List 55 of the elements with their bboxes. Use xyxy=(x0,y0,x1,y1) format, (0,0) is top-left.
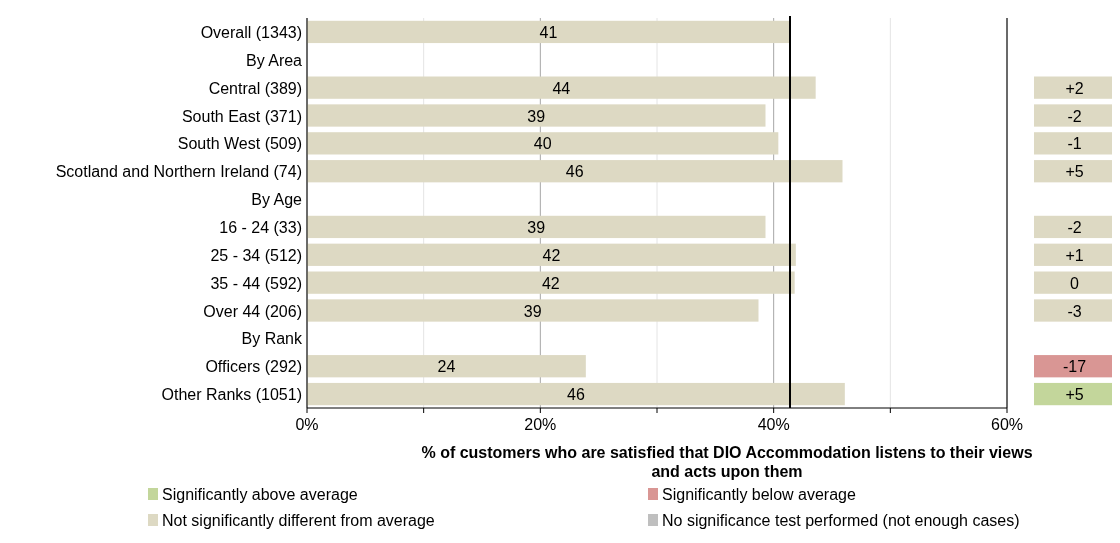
text: -2 xyxy=(1067,218,1082,236)
text: -1 xyxy=(1067,135,1082,153)
text: -17 xyxy=(1062,358,1087,376)
x-axis-title: % of customers who are satisfied that DIO Accommodation listens to their views and acts upon them xyxy=(421,444,1033,480)
bar xyxy=(307,215,766,239)
data-label: 39 xyxy=(527,218,546,236)
y-tick-label: South West (509) xyxy=(177,135,302,153)
text: -2 xyxy=(1067,107,1082,125)
data-label: 41 xyxy=(539,23,558,41)
y-tick-label: Other Ranks (1051) xyxy=(161,386,302,404)
y-tick-label: 16 - 24 (33) xyxy=(219,218,302,236)
data-label: 46 xyxy=(567,386,585,404)
data-label: 24 xyxy=(437,358,456,376)
bar xyxy=(307,20,790,44)
y-tick-label: South East (371) xyxy=(181,107,302,125)
text: +2 xyxy=(1065,79,1084,97)
bar xyxy=(307,132,779,155)
bar xyxy=(307,299,759,322)
y-tick-label: 35 - 44 (592) xyxy=(210,274,302,292)
bar xyxy=(307,160,843,183)
text: +5 xyxy=(1065,386,1084,404)
bar xyxy=(307,243,796,266)
y-tick-label: Overall (1343) xyxy=(200,23,302,41)
data-label: 42 xyxy=(542,246,561,264)
x-tick-label: 60% xyxy=(990,416,1024,433)
bar xyxy=(307,271,795,294)
y-tick-label: By Age xyxy=(251,191,303,209)
text: 0 xyxy=(1070,274,1079,292)
text: +1 xyxy=(1065,246,1084,264)
x-tick-label: 0% xyxy=(295,416,319,433)
data-label: 42 xyxy=(541,274,560,292)
legend-label: Significantly above average xyxy=(162,486,358,503)
legend-label: Not significantly different from average xyxy=(162,512,435,529)
y-tick-label: 25 - 34 (512) xyxy=(210,246,302,264)
y-tick-label: Scotland and Northern Ireland (74) xyxy=(55,163,302,181)
y-tick-label: Over 44 (206) xyxy=(203,302,302,320)
text: -3 xyxy=(1067,302,1082,320)
y-tick-label: By Rank xyxy=(241,330,303,348)
legend-label: No significance test performed (not enough cases) xyxy=(662,512,1020,529)
text: +5 xyxy=(1065,163,1084,181)
bar xyxy=(307,355,586,378)
data-label: 39 xyxy=(523,302,542,320)
data-label: 46 xyxy=(565,163,584,181)
data-label: 40 xyxy=(533,135,552,153)
data-label: 44 xyxy=(552,79,571,97)
y-tick-label: Officers (292) xyxy=(205,358,302,376)
bar xyxy=(307,76,816,99)
bar xyxy=(307,104,766,127)
x-tick-label: 40% xyxy=(757,416,790,433)
y-tick-label: Central (389) xyxy=(208,79,302,97)
y-tick-label: By Area xyxy=(245,51,303,69)
legend-label: Significantly below average xyxy=(662,486,856,503)
data-label: 39 xyxy=(527,107,546,125)
bar xyxy=(307,382,845,406)
x-tick-label: 20% xyxy=(524,416,557,433)
